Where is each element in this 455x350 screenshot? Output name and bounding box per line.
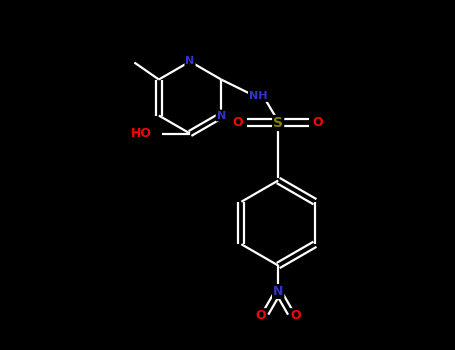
Text: S: S: [273, 116, 283, 130]
Text: O: O: [290, 309, 301, 322]
Text: HO: HO: [131, 127, 152, 140]
Text: N: N: [217, 111, 226, 120]
Text: O: O: [255, 309, 266, 322]
Text: NH: NH: [249, 91, 268, 101]
Text: O: O: [313, 117, 324, 130]
Text: O: O: [233, 117, 243, 130]
Text: N: N: [273, 285, 283, 298]
Text: N: N: [185, 56, 195, 66]
